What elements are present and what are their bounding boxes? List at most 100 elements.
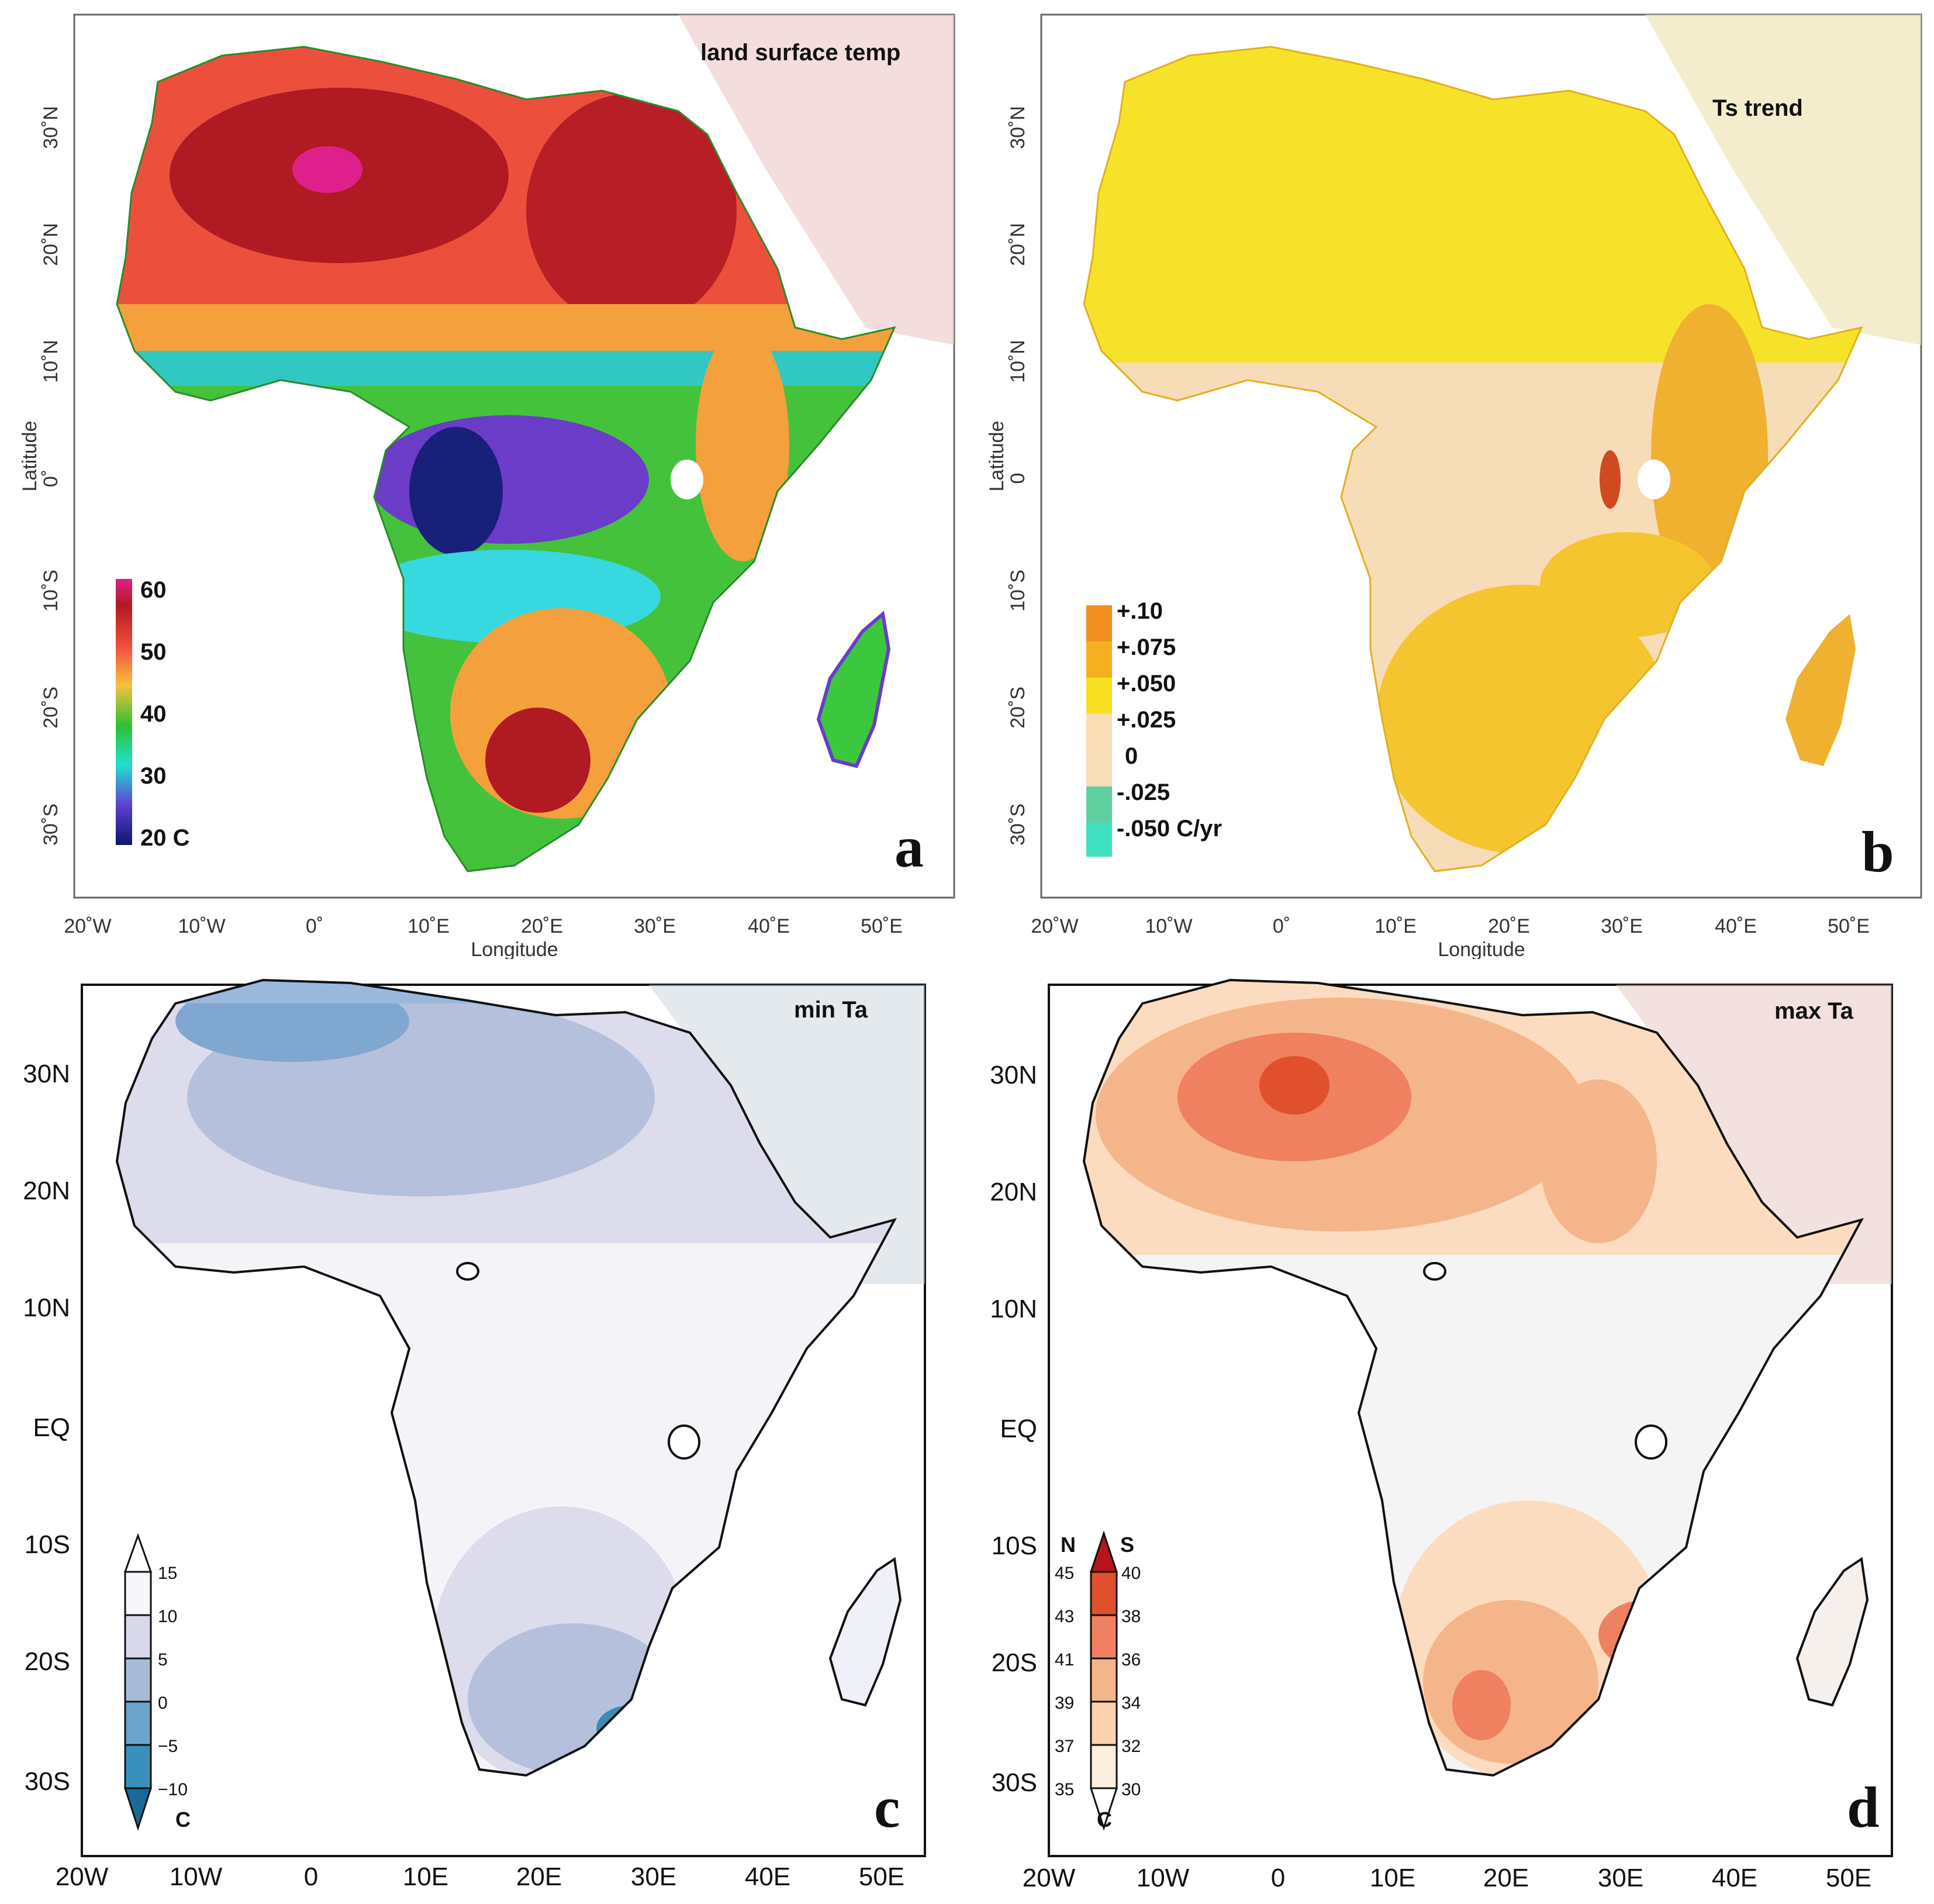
lon-tick-label: 40˚E [748, 915, 790, 937]
lon-tick-label: 20E [516, 1862, 562, 1891]
lat-ticks: 30˚N 20˚N 10˚N 0 10˚S 20˚S 30˚S [1007, 106, 1029, 846]
africa-outline [115, 978, 897, 1777]
panel-letter: b [1862, 819, 1894, 884]
lon-tick-label: 50E [1826, 1864, 1871, 1892]
lat-tick-label: EQ [1000, 1415, 1037, 1443]
legend-label: 0 [158, 1693, 168, 1713]
panel-c-min-ta: 15 10 5 0 −5 −10 C min Ta c 20W 10W 0 10… [23, 978, 926, 1891]
lon-tick-label: 20E [1483, 1864, 1529, 1892]
lat-ticks: 30N 20N 10N EQ 10S 20S 30S [990, 1061, 1037, 1797]
lat-tick-label: 10˚N [1007, 340, 1029, 383]
panel-title: Ts trend [1712, 95, 1803, 121]
lon-tick-label: 20˚E [521, 915, 563, 937]
lon-tick-label: 0 [1271, 1864, 1285, 1892]
lon-ticks: 20˚W 10˚W 0˚ 10˚E 20˚E 30˚E 40˚E 50˚E [64, 915, 903, 937]
madagascar [828, 1557, 902, 1707]
lat-tick-label: 20S [25, 1647, 70, 1676]
legend-label: 15 [158, 1564, 177, 1583]
arabia-region [1616, 985, 1892, 1284]
lon-ticks: 20W 10W 0 10E 20E 30E 40E 50E [1023, 1864, 1871, 1892]
legend-label: 20 C [140, 825, 190, 851]
africa-outline [1082, 978, 1864, 1777]
lat-tick-label: EQ [33, 1413, 70, 1442]
lat-tick-label: 20˚N [1007, 223, 1029, 266]
legend-colorbar [116, 579, 132, 845]
lat-tick-label: 30˚N [1007, 106, 1029, 149]
lake-victoria [1635, 1424, 1667, 1460]
lon-tick-label: 10˚W [178, 915, 225, 937]
legend-label: 50 [140, 639, 167, 665]
panel-b-ts-trend: +.10 +.075 +.050 +.025 0 -.025 -.050 C/y… [986, 13, 1922, 959]
lake-chad [1423, 1262, 1446, 1281]
lat-tick-label: 30˚S [40, 803, 62, 846]
lat-tick-label: 10˚S [1007, 570, 1029, 612]
lon-tick-label: 0 [304, 1862, 318, 1891]
legend-label: 10 [158, 1607, 177, 1626]
lon-tick-label: 50˚E [861, 915, 903, 937]
lat-tick-label: 30˚N [40, 106, 62, 149]
lon-ticks: 20˚W 10˚W 0˚ 10˚E 20˚E 30˚E 40˚E 50˚E [1031, 915, 1870, 937]
arabia-region [678, 15, 954, 345]
lon-tick-label: 50˚E [1828, 915, 1870, 937]
lon-tick-label: 10˚E [407, 915, 450, 937]
lat-tick-label: 30S [25, 1767, 70, 1796]
x-axis-label: Longitude [1438, 939, 1525, 959]
legend-colorbar [123, 1533, 153, 1831]
lat-tick-label: 0˚ [40, 470, 62, 487]
x-axis-label: Longitude [471, 939, 558, 959]
lat-tick-label: 20˚N [40, 223, 62, 266]
lat-tick-label: 10˚N [40, 340, 62, 383]
lat-tick-label: 20˚S [40, 687, 62, 729]
panel-title: max Ta [1774, 998, 1854, 1024]
legend-unit: C [175, 1808, 191, 1831]
lon-tick-label: 50E [859, 1862, 904, 1891]
lat-tick-label: 10N [23, 1294, 70, 1322]
lat-tick-label: 10S [992, 1532, 1037, 1560]
legend-label-north: 35 [1055, 1780, 1074, 1799]
lat-tick-label: 20S [992, 1648, 1037, 1677]
panel-title: min Ta [794, 997, 868, 1023]
lat-tick-label: 10˚S [40, 570, 62, 612]
legend-label: +.10 [1117, 598, 1163, 624]
legend-label: 5 [158, 1650, 168, 1670]
lon-tick-label: 10W [170, 1862, 223, 1891]
legend-label: 0 [1125, 743, 1138, 769]
lat-tick-label: 30N [990, 1061, 1037, 1089]
lake-victoria [671, 460, 703, 499]
lon-tick-label: 30E [631, 1862, 676, 1891]
africa-outline [1083, 46, 1863, 872]
lat-ticks: 30˚N 20˚N 10˚N 0˚ 10˚S 20˚S 30˚S [40, 106, 62, 846]
legend-label-south: 32 [1121, 1737, 1141, 1756]
legend-label-north: 45 [1055, 1564, 1074, 1583]
arabia-region [649, 985, 925, 1284]
panel-letter: a [895, 815, 924, 879]
panel-letter: d [1847, 1775, 1880, 1840]
lat-tick-label: 20N [990, 1178, 1037, 1206]
lon-tick-label: 30˚E [1601, 915, 1643, 937]
lon-tick-label: 20˚E [1488, 915, 1530, 937]
y-axis-label: Latitude [19, 421, 41, 492]
lon-tick-label: 20W [56, 1862, 109, 1891]
africa-outline [116, 46, 896, 872]
legend-label-north: 37 [1055, 1737, 1074, 1756]
legend-colorbar [1086, 605, 1112, 857]
lon-tick-label: 30E [1598, 1864, 1643, 1892]
legend-label-north: 43 [1055, 1607, 1074, 1626]
lake-chad [456, 1262, 479, 1281]
legend-colorbar [1089, 1530, 1118, 1831]
legend-label-north: 41 [1055, 1650, 1074, 1670]
lat-tick-label: 10N [990, 1295, 1037, 1323]
lon-tick-label: 10˚E [1374, 915, 1417, 937]
legend-header-south: S [1120, 1533, 1134, 1557]
legend-label-south: 40 [1121, 1564, 1141, 1583]
madagascar [816, 610, 891, 768]
lon-tick-label: 20˚W [64, 915, 111, 937]
lon-tick-label: 30˚E [634, 915, 676, 937]
legend-label: +.050 [1117, 671, 1176, 696]
lon-tick-label: 40˚E [1715, 915, 1757, 937]
legend-label-north: 39 [1055, 1693, 1074, 1713]
lon-tick-label: 20˚W [1031, 915, 1078, 937]
legend-label: +.075 [1117, 634, 1176, 660]
legend-label-south: 34 [1121, 1693, 1141, 1713]
lon-tick-label: 10E [1370, 1864, 1415, 1892]
